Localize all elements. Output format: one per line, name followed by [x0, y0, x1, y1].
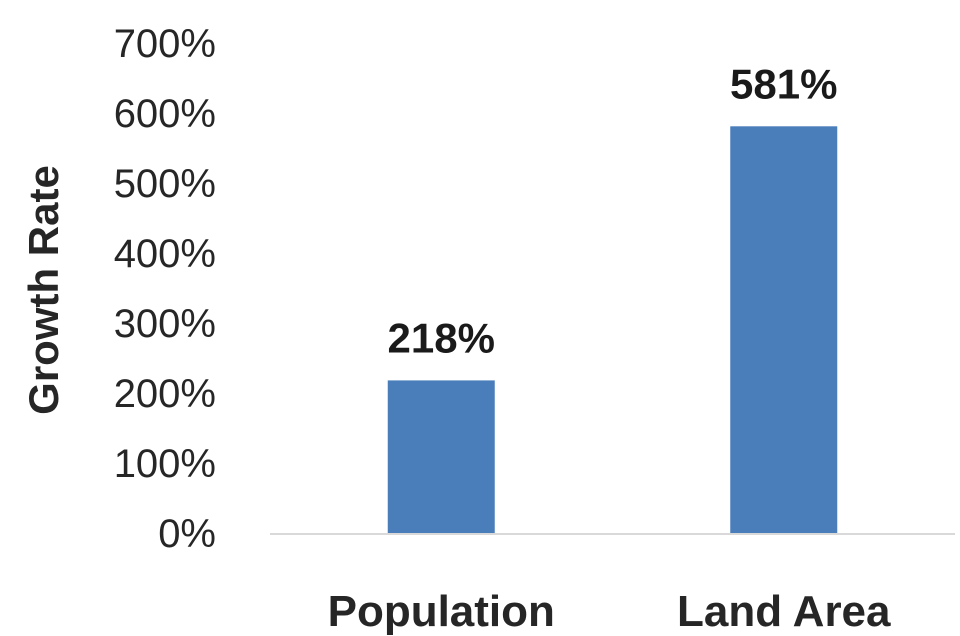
x-tick-label: Land Area: [677, 587, 891, 636]
y-tick-label: 600%: [114, 92, 216, 136]
data-label: 218%: [388, 314, 495, 361]
y-axis-ticks: 0% 100% 200% 300% 400% 500% 600% 700%: [114, 22, 216, 556]
y-tick-label: 100%: [114, 442, 216, 486]
bars: [387, 126, 838, 534]
x-tick-label: Population: [328, 587, 555, 636]
y-tick-label: 300%: [114, 302, 216, 346]
y-tick-label: 700%: [114, 22, 216, 66]
x-axis-ticks: Population Land Area: [328, 587, 891, 636]
bar: [730, 126, 838, 534]
bar: [387, 380, 495, 533]
y-tick-label: 400%: [114, 232, 216, 276]
y-axis-label: Growth Rate: [20, 165, 67, 415]
data-label: 581%: [730, 60, 837, 107]
y-tick-label: 500%: [114, 162, 216, 206]
data-labels: 218% 581%: [388, 60, 838, 361]
y-tick-label: 0%: [158, 512, 216, 556]
y-tick-label: 200%: [114, 372, 216, 416]
